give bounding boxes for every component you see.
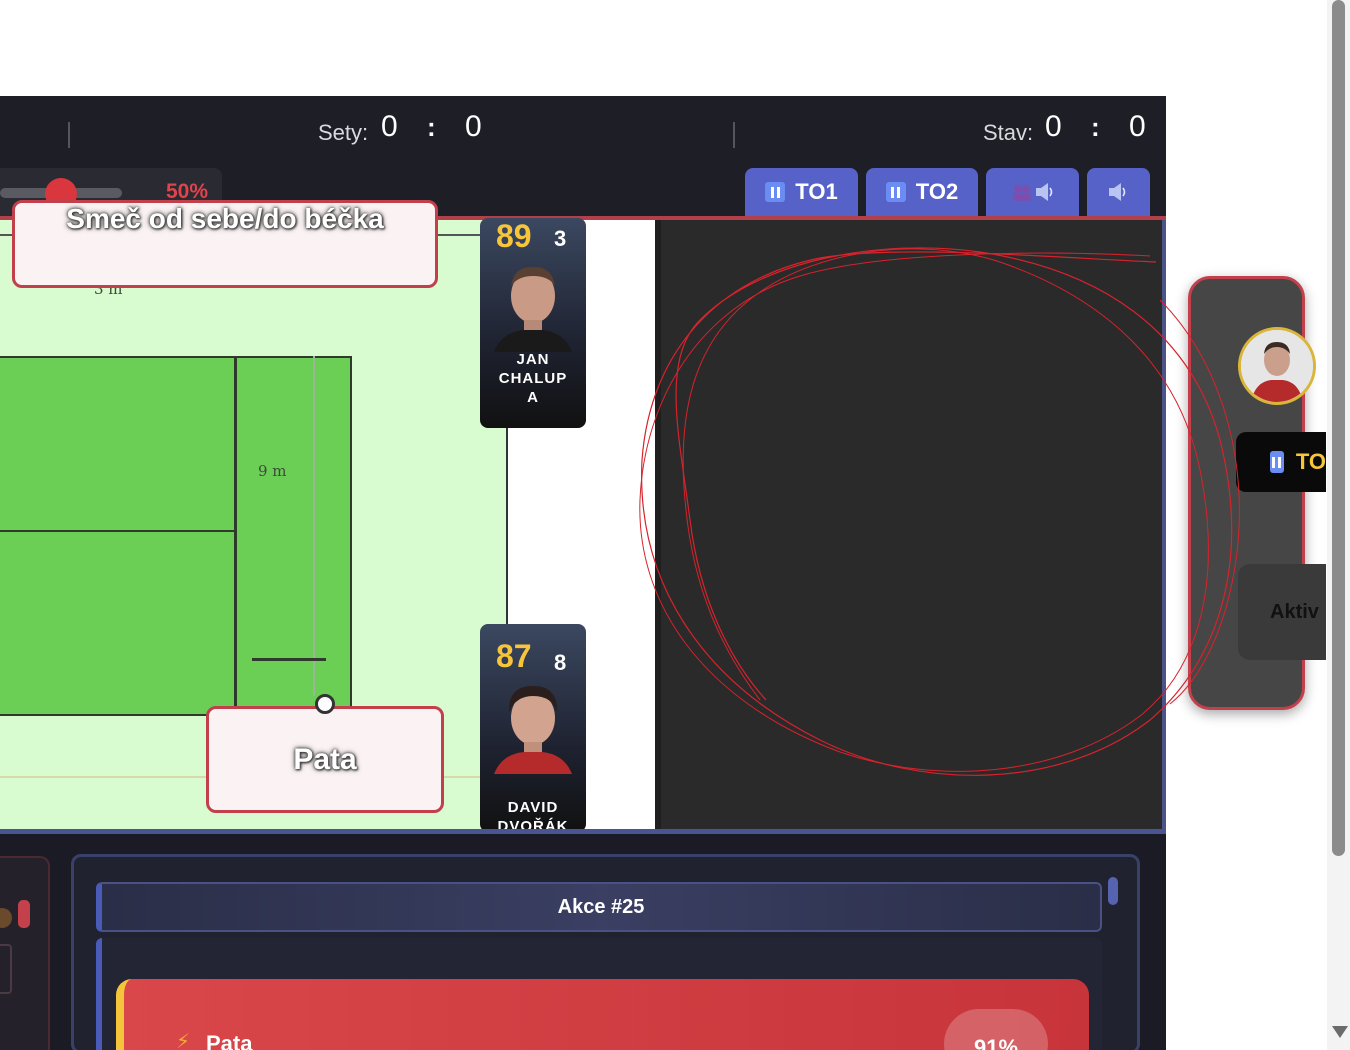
divider xyxy=(733,122,735,148)
speaker-icon xyxy=(1108,183,1125,201)
score-label: Stav: xyxy=(983,120,1034,145)
pause-icon xyxy=(885,182,906,202)
page-scrollbar-thumb[interactable] xyxy=(1332,0,1345,856)
court-area: 3 m 9 m Smeč od sebe/do béčka Pata 89 3 … xyxy=(0,200,1166,832)
pause-icon xyxy=(1270,451,1284,473)
dimension-label: 9 m xyxy=(258,462,287,480)
divider xyxy=(68,122,70,148)
drag-handle[interactable] xyxy=(315,694,335,714)
score-home: 0 xyxy=(1045,110,1062,143)
bolt-icon: ⚡ xyxy=(176,1029,191,1050)
sound-button[interactable] xyxy=(1087,168,1150,216)
side-active-label: Aktiv xyxy=(1270,600,1319,623)
top-bar: Sety: 0 : 0 Stav: 0 : 0 50% TO1 TO2 xyxy=(0,96,1166,218)
sets-colon: : xyxy=(427,112,436,142)
panel-scroll-thumb[interactable] xyxy=(1108,877,1118,905)
side-timeout-button[interactable]: TO xyxy=(1236,432,1326,492)
player-rating: 89 xyxy=(496,218,532,254)
timeout-1-button[interactable]: TO1 xyxy=(745,168,858,216)
court-line xyxy=(252,658,326,661)
suggestion-label: Pata xyxy=(206,1031,253,1050)
suggestion-confidence: 91% xyxy=(944,1009,1048,1050)
action-card-label: Smeč od sebe/do béčka xyxy=(66,203,384,234)
sets-label: Sety: xyxy=(318,120,369,145)
left-panel-stub xyxy=(0,856,50,1050)
team-speaker-icon xyxy=(1012,183,1052,201)
sets-away: 0 xyxy=(465,110,482,143)
pause-icon xyxy=(765,182,786,202)
suggestion-card[interactable]: ⚡ Pata 91% xyxy=(116,979,1089,1050)
left-scroll-thumb[interactable] xyxy=(18,900,30,928)
sets-home: 0 xyxy=(381,110,398,143)
court-line xyxy=(506,234,508,832)
action-title: Akce #25 xyxy=(557,895,645,918)
score-row: Sety: 0 : 0 Stav: 0 : 0 xyxy=(0,96,1166,166)
panel-border xyxy=(1162,220,1166,832)
action-card-top[interactable]: Smeč od sebe/do béčka xyxy=(12,200,438,288)
player-card[interactable]: 87 8 DAVID DVOŘÁK xyxy=(480,624,586,832)
player-card[interactable]: 89 3 JAN CHALUP A xyxy=(480,218,586,428)
player-jersey: 3 xyxy=(554,226,567,251)
action-card-bottom[interactable]: Pata xyxy=(206,706,444,813)
court-arrow xyxy=(313,356,315,696)
court-field[interactable] xyxy=(0,356,352,716)
timeout-2-button[interactable]: TO2 xyxy=(866,168,978,216)
left-item xyxy=(0,944,12,994)
avatar[interactable] xyxy=(1238,327,1316,405)
player-name: DAVID DVOŘÁK xyxy=(497,799,569,832)
player-dot xyxy=(0,908,12,928)
player-rating: 87 xyxy=(496,638,532,674)
avatar-photo xyxy=(1241,330,1313,402)
side-timeout-label: TO xyxy=(1295,449,1326,474)
team-sound-button[interactable] xyxy=(986,168,1079,216)
volume-value: 50% xyxy=(166,180,209,203)
drawing-panel[interactable] xyxy=(655,220,1163,832)
side-active-button[interactable]: Aktiv xyxy=(1238,564,1326,660)
scroll-down-icon[interactable] xyxy=(1332,1026,1348,1038)
court-separator xyxy=(0,829,1166,834)
score-away: 0 xyxy=(1129,110,1146,143)
page-scrollbar[interactable] xyxy=(1327,0,1350,1050)
action-card-label: Pata xyxy=(293,742,357,776)
timeout-1-label: TO1 xyxy=(795,179,838,204)
player-photo xyxy=(494,686,572,774)
action-header: Akce #25 xyxy=(96,882,1102,932)
timeout-2-label: TO2 xyxy=(915,179,959,204)
player-jersey: 8 xyxy=(554,650,567,675)
player-name: JAN CHALUP A xyxy=(498,351,568,406)
header-separator xyxy=(0,216,1166,220)
score-colon: : xyxy=(1091,112,1100,142)
player-photo xyxy=(494,266,572,352)
court-line xyxy=(0,530,236,532)
court-line xyxy=(234,356,237,716)
